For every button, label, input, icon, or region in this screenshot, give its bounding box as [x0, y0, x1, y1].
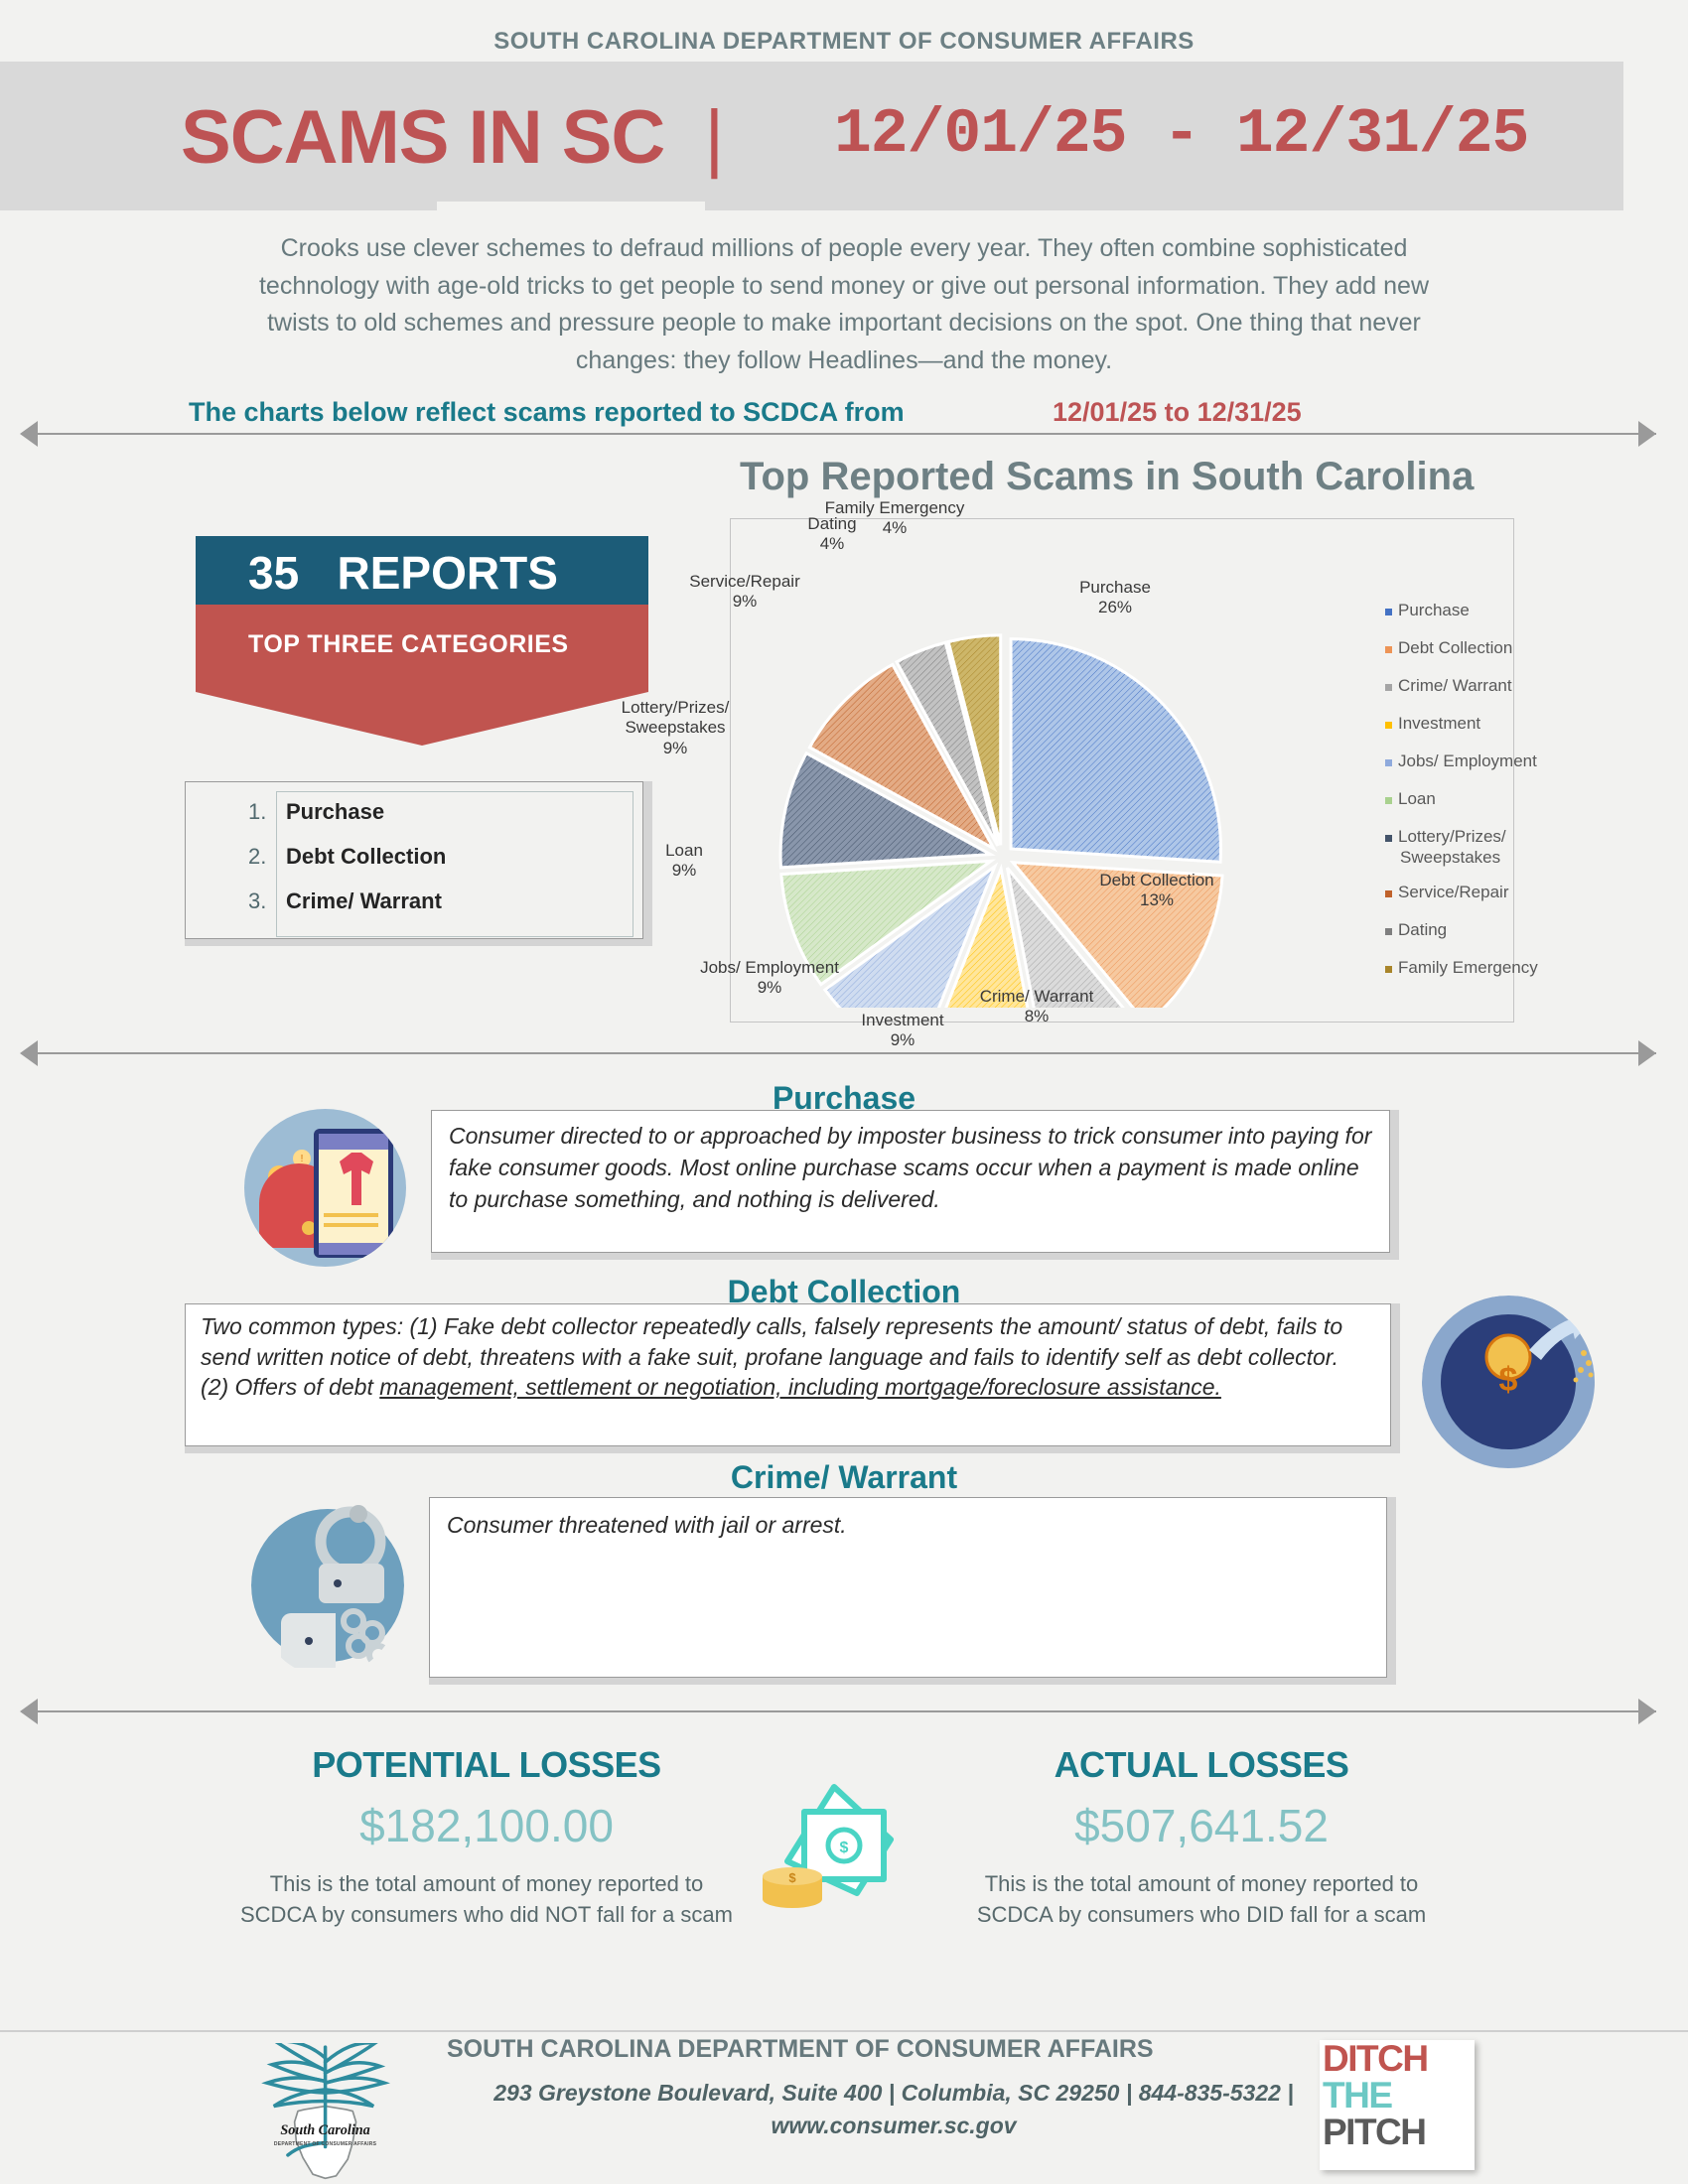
svg-text:$: $: [840, 1840, 849, 1856]
svg-text:$: $: [1499, 1361, 1518, 1399]
svg-text:$: $: [788, 1870, 796, 1885]
svg-text:South Carolina: South Carolina: [280, 2122, 369, 2138]
svg-text:!: !: [301, 1154, 304, 1164]
svg-text:DEPARTMENT OF CONSUMER AFFAIRS: DEPARTMENT OF CONSUMER AFFAIRS: [274, 2141, 377, 2147]
